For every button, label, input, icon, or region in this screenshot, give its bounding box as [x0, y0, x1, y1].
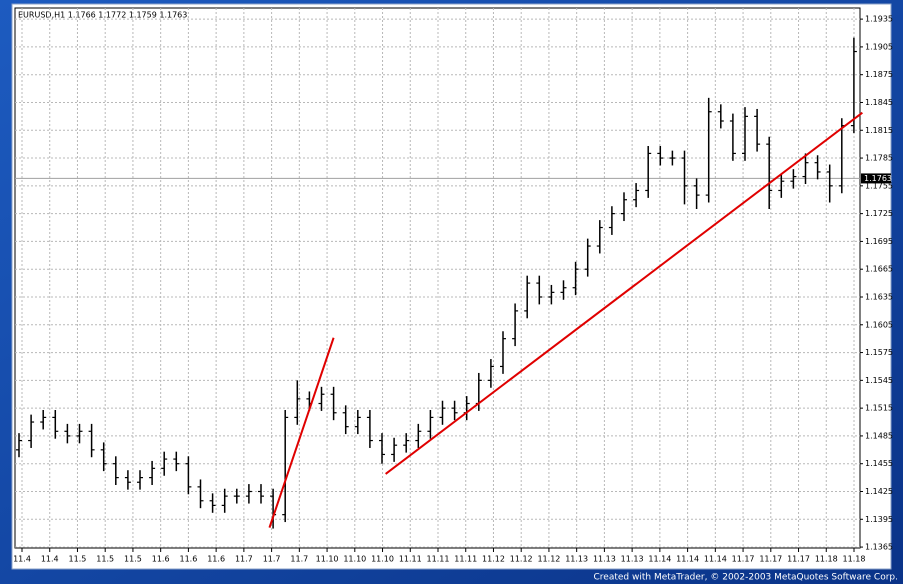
x-tick-label: 11.18 — [843, 555, 866, 564]
y-tick-label: 1.1575 — [865, 348, 893, 357]
y-tick-label: 1.1365 — [865, 543, 893, 552]
y-tick-label: 1.1755 — [865, 181, 893, 190]
y-tick-label: 1.1665 — [865, 265, 893, 274]
y-tick-label: 1.1545 — [865, 376, 893, 385]
x-tick-label: 11.12 — [482, 555, 505, 564]
x-tick-label: 11.14 — [676, 555, 699, 564]
x-tick-label: 11.5 — [69, 555, 87, 564]
x-tick-label: 11.11 — [427, 555, 450, 564]
last-price-box — [861, 173, 891, 184]
y-tick-label: 1.1695 — [865, 237, 893, 246]
x-tick-label: 11.7 — [235, 555, 253, 564]
y-tick-label: 1.1785 — [865, 154, 893, 163]
x-tick-label: 11.12 — [510, 555, 533, 564]
y-tick-label: 1.1905 — [865, 42, 893, 51]
x-tick-label: 11.10 — [371, 555, 394, 564]
x-tick-label: 11.17 — [787, 555, 810, 564]
x-tick-label: 11.17 — [732, 555, 755, 564]
x-tick-label: 11.13 — [593, 555, 616, 564]
trend-line — [268, 337, 335, 528]
y-tick-label: 1.1515 — [865, 404, 893, 413]
footer: Created with MetaTrader, © 2002-2003 Met… — [594, 573, 898, 583]
x-tick-label: 11.13 — [565, 555, 588, 564]
x-tick-label: 11.13 — [621, 555, 644, 564]
x-tick-label: 11.4 — [13, 555, 31, 564]
y-tick-label: 1.1605 — [865, 320, 893, 329]
x-tick-label: 11.6 — [179, 555, 197, 564]
y-tick-label: 1.1725 — [865, 209, 893, 218]
last-price-label: 1.1763 — [864, 174, 892, 183]
x-tick-label: 11.14 — [704, 555, 727, 564]
x-tick-label: 11.7 — [263, 555, 281, 564]
y-tick-label: 1.1395 — [865, 515, 893, 524]
y-tick-label: 1.1875 — [865, 70, 893, 79]
y-tick-label: 1.1635 — [865, 292, 893, 301]
x-tick-label: 11.10 — [343, 555, 366, 564]
x-tick-label: 11.11 — [399, 555, 422, 564]
y-tick-label: 1.1935 — [865, 15, 893, 24]
y-tick-label: 1.1425 — [865, 487, 893, 496]
x-tick-label: 11.17 — [759, 555, 782, 564]
x-tick-label: 11.6 — [207, 555, 225, 564]
x-tick-label: 11.5 — [124, 555, 142, 564]
x-tick-label: 11.7 — [290, 555, 308, 564]
x-tick-label: 11.12 — [537, 555, 560, 564]
y-tick-label: 1.1845 — [865, 98, 893, 107]
y-tick-label: 1.1815 — [865, 126, 893, 135]
chart-title: EURUSD,H1 1.1766 1.1772 1.1759 1.1763 — [18, 11, 187, 20]
trend-line — [385, 111, 863, 475]
y-tick-label: 1.1455 — [865, 459, 893, 468]
x-tick-label: 11.11 — [454, 555, 477, 564]
x-tick-label: 11.14 — [648, 555, 671, 564]
x-tick-label: 11.4 — [41, 555, 59, 564]
x-tick-label: 11.6 — [152, 555, 170, 564]
x-tick-label: 11.18 — [815, 555, 838, 564]
x-tick-label: 11.5 — [96, 555, 114, 564]
x-tick-label: 11.10 — [316, 555, 339, 564]
y-tick-label: 1.1485 — [865, 431, 893, 440]
